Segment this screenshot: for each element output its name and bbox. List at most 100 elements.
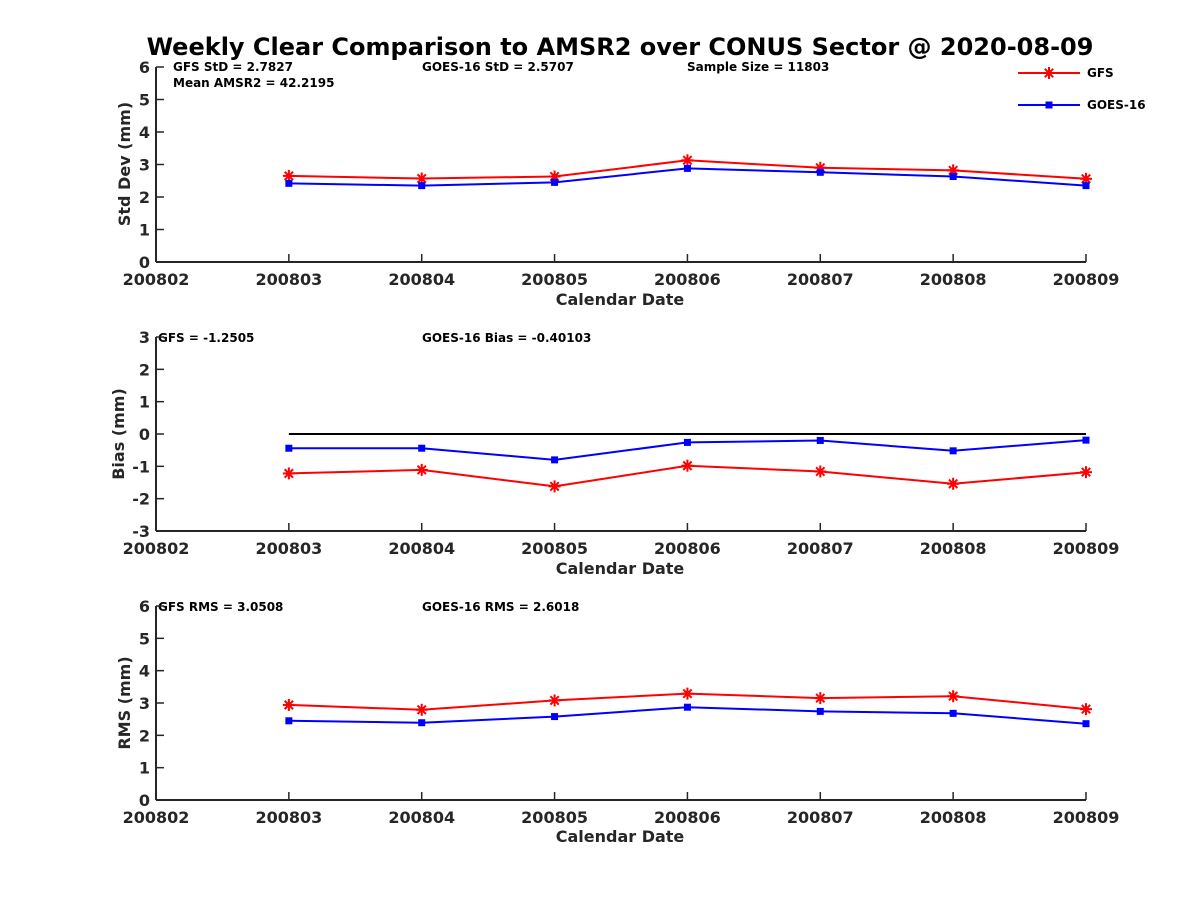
legend-label-goes16: GOES-16 [1087, 98, 1146, 112]
y-axis-label: Bias (mm) [109, 388, 128, 480]
data-point-goes16 [551, 178, 559, 186]
data-point-goes16 [949, 173, 957, 181]
legend-asterisk-icon [1043, 67, 1055, 79]
data-point-gfs [947, 477, 960, 490]
data-point-goes16 [816, 707, 824, 715]
data-point-goes16 [551, 713, 559, 721]
data-point-gfs [415, 703, 428, 716]
chart-legend: GFS GOES-16 [1018, 66, 1146, 112]
y-tick-label: 0 [139, 253, 150, 272]
x-tick-label: 200803 [255, 539, 322, 558]
x-tick-label: 200807 [787, 539, 854, 558]
x-tick-label: 200805 [521, 270, 588, 289]
data-point-gfs [415, 463, 428, 476]
goes16-rms-annotation: GOES-16 RMS = 2.6018 [422, 600, 579, 614]
y-tick-label: 5 [139, 91, 150, 110]
x-tick-label: 200803 [255, 270, 322, 289]
data-point-goes16 [683, 703, 691, 711]
y-tick-label: 0 [139, 425, 150, 444]
data-point-goes16 [551, 456, 559, 464]
x-axis-label: Calendar Date [556, 559, 685, 578]
std-dev-panel: GFS StD = 2.7827 GOES-16 StD = 2.5707 Sa… [115, 58, 1119, 309]
data-point-gfs [1080, 703, 1092, 716]
y-tick-label: 1 [139, 393, 150, 412]
x-tick-label: 200809 [1053, 808, 1120, 827]
x-tick-label: 200806 [654, 808, 721, 827]
data-point-gfs [548, 480, 561, 493]
y-axis-label: Std Dev (mm) [115, 102, 134, 226]
goes16-std-annotation: GOES-16 StD = 2.5707 [422, 60, 574, 74]
data-point-gfs [814, 692, 827, 705]
y-tick-label: 2 [139, 726, 150, 745]
data-point-goes16 [285, 444, 293, 452]
y-tick-label: -1 [132, 457, 150, 476]
legend-marker-gfs [1043, 67, 1055, 79]
x-tick-label: 200808 [920, 539, 987, 558]
x-tick-label: 200805 [521, 539, 588, 558]
y-tick-label: 5 [139, 629, 150, 648]
legend-entry-gfs: GFS [1018, 66, 1114, 80]
gfs-std-annotation: GFS StD = 2.7827 [173, 60, 293, 74]
y-tick-label: 2 [139, 188, 150, 207]
y-tick-label: 3 [139, 694, 150, 713]
x-tick-label: 200808 [920, 808, 987, 827]
y-axis-label: RMS (mm) [115, 656, 134, 749]
y-tick-label: -2 [132, 490, 150, 509]
sample-size-annotation: Sample Size = 11803 [687, 60, 829, 74]
data-point-goes16 [418, 444, 426, 452]
gfs-bias-annotation: GFS = -1.2505 [158, 331, 254, 345]
y-tick-label: 3 [139, 328, 150, 347]
x-tick-label: 200807 [787, 270, 854, 289]
mean-amsr2-annotation: Mean AMSR2 = 42.2195 [173, 76, 334, 90]
x-tick-label: 200806 [654, 270, 721, 289]
data-point-gfs [681, 687, 694, 700]
x-tick-label: 200802 [123, 270, 190, 289]
data-point-goes16 [285, 717, 293, 725]
y-tick-label: 6 [139, 58, 150, 77]
x-tick-label: 200807 [787, 808, 854, 827]
x-tick-label: 200808 [920, 270, 987, 289]
legend-label-gfs: GFS [1087, 66, 1114, 80]
data-point-gfs [681, 459, 694, 472]
data-point-goes16 [1082, 182, 1090, 190]
legend-square-icon [1045, 101, 1053, 109]
y-tick-label: 4 [139, 662, 150, 681]
y-tick-label: 1 [139, 221, 150, 240]
data-point-goes16 [1082, 436, 1090, 444]
data-point-goes16 [285, 179, 293, 187]
x-axis-label: Calendar Date [556, 290, 685, 309]
y-tick-label: 1 [139, 759, 150, 778]
goes16-bias-annotation: GOES-16 Bias = -0.40103 [422, 331, 591, 345]
x-tick-label: 200803 [255, 808, 322, 827]
data-point-gfs [1080, 466, 1092, 479]
data-point-gfs [282, 467, 295, 480]
x-axis-label: Calendar Date [556, 827, 685, 846]
y-tick-label: 6 [139, 597, 150, 616]
data-point-goes16 [1082, 720, 1090, 728]
x-tick-label: 200802 [123, 808, 190, 827]
x-tick-label: 200802 [123, 539, 190, 558]
data-point-goes16 [418, 182, 426, 190]
y-tick-label: 2 [139, 360, 150, 379]
x-tick-label: 200805 [521, 808, 588, 827]
data-point-gfs [947, 690, 960, 703]
y-tick-label: 4 [139, 123, 150, 142]
rms-panel: GFS RMS = 3.0508 GOES-16 RMS = 2.6018 Ca… [115, 597, 1119, 846]
data-point-goes16 [418, 719, 426, 727]
data-point-goes16 [683, 438, 691, 446]
x-tick-label: 200804 [388, 808, 455, 827]
data-point-goes16 [949, 709, 957, 717]
x-tick-label: 200804 [388, 270, 455, 289]
legend-marker-goes16 [1045, 101, 1053, 109]
data-point-goes16 [683, 164, 691, 172]
data-point-gfs [282, 698, 295, 711]
x-tick-label: 200804 [388, 539, 455, 558]
y-tick-label: 3 [139, 156, 150, 175]
bias-panel: GFS = -1.2505 GOES-16 Bias = -0.40103 Ca… [109, 328, 1119, 578]
legend-entry-goes16: GOES-16 [1018, 98, 1146, 112]
y-tick-label: -3 [132, 522, 150, 541]
y-tick-label: 0 [139, 791, 150, 810]
gfs-rms-annotation: GFS RMS = 3.0508 [158, 600, 283, 614]
data-point-gfs [548, 694, 561, 707]
